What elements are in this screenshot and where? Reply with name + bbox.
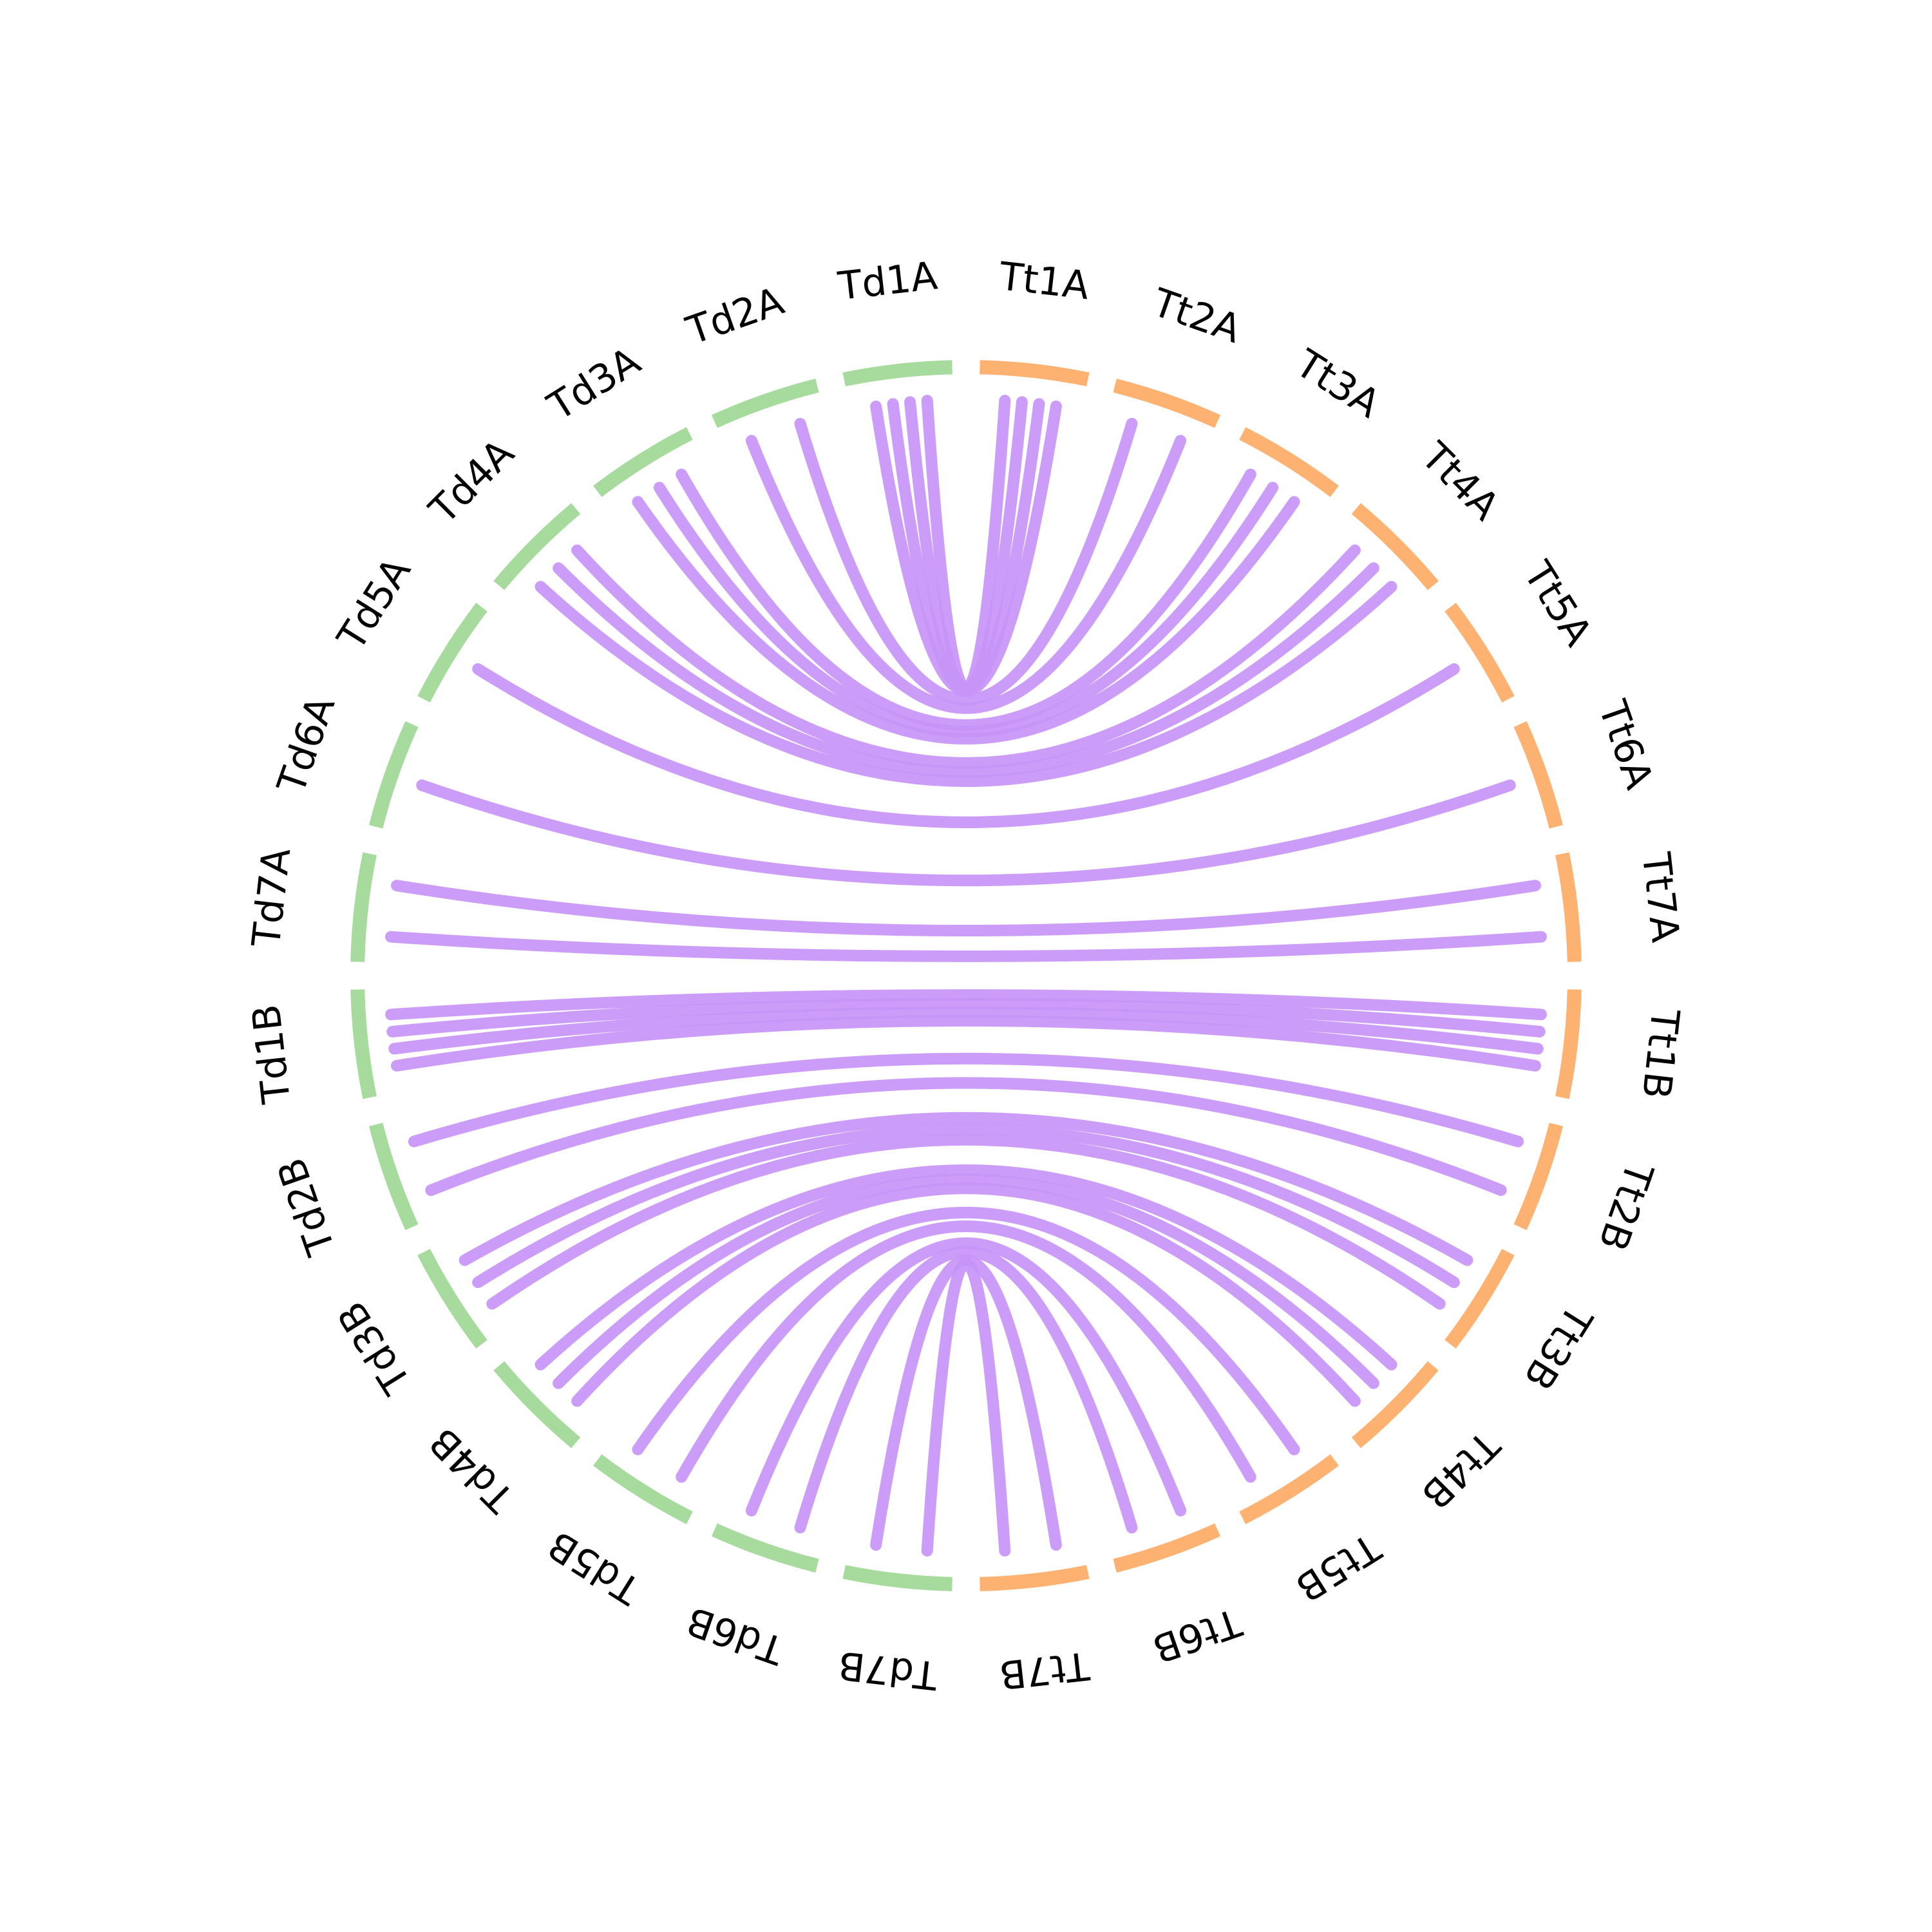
segment-label-tt6b: Tt6B	[1147, 1599, 1247, 1671]
segment-label-tt4b: Tt4B	[1412, 1421, 1508, 1517]
segment-tt3a	[1239, 427, 1339, 497]
segment-td1a	[842, 360, 952, 386]
segment-label-tt4a: Tt4A	[1412, 433, 1508, 529]
link-td6b-tt6b	[794, 1245, 1138, 1534]
link-td4a-tt4a	[535, 581, 1397, 787]
link-td3a-tt3a	[653, 482, 1279, 737]
link-td5a-tt5a	[472, 663, 1460, 828]
segment-label-td3b: Td3B	[329, 1293, 421, 1402]
segment-label-td2b: Td2B	[269, 1152, 344, 1261]
segment-label-tt5b: Tt5B	[1288, 1524, 1388, 1610]
segment-tt1a	[980, 360, 1090, 386]
segment-tt1b	[1555, 989, 1582, 1099]
segment-label-td2a: Td2A	[680, 278, 789, 354]
segment-tt7a	[1555, 852, 1582, 962]
segment-td2a	[711, 379, 819, 428]
link-td3b-tt3b	[459, 1112, 1473, 1266]
link-td5b-tt5b	[632, 1206, 1300, 1455]
link-td1a-tt1a	[870, 401, 1062, 697]
link-td4a-tt4a	[571, 544, 1361, 769]
segment-label-td1a: Td1A	[835, 253, 940, 309]
segment-td5a	[417, 603, 488, 703]
link-td3b-tt3b	[472, 1123, 1460, 1289]
segment-label-td6b: Td6B	[681, 1598, 790, 1673]
segment-label-tt3b: Tt3B	[1515, 1297, 1601, 1397]
segment-td6a	[369, 721, 419, 829]
link-td1b-tt1b	[386, 998, 1546, 1037]
segments-layer	[350, 360, 1582, 1591]
link-td4b-tt4b	[553, 1173, 1379, 1389]
link-td4b-tt4b	[571, 1182, 1361, 1407]
link-td3b-tt3b	[486, 1133, 1446, 1310]
link-td4b-tt4b	[535, 1164, 1397, 1370]
segment-td7a	[350, 852, 377, 962]
segment-label-tt5a: Tt5A	[1514, 553, 1600, 654]
segment-td3a	[593, 427, 693, 497]
segment-label-td3a: Td3A	[540, 339, 648, 430]
link-td4a-tt4a	[553, 562, 1379, 778]
link-td5b-tt5b	[676, 1220, 1256, 1483]
segment-td5b	[593, 1454, 693, 1524]
segment-tt5a	[1444, 603, 1515, 703]
segment-label-tt3a: Tt3A	[1287, 341, 1388, 427]
link-td2a-tt2a	[745, 435, 1187, 714]
segment-label-tt7a: Tt7A	[1633, 849, 1687, 944]
segment-td2b	[369, 1122, 419, 1231]
segment-tt5b	[1239, 1454, 1339, 1524]
segment-label-tt6a: Tt6A	[1589, 694, 1662, 795]
segment-tt2b	[1513, 1122, 1563, 1231]
links-layer	[385, 395, 1547, 1557]
segment-td6b	[711, 1523, 819, 1573]
segment-tt4b	[1351, 1361, 1439, 1448]
segment-td7b	[842, 1565, 952, 1591]
segment-label-td5a: Td5A	[328, 550, 420, 658]
link-td7b-tt7b	[921, 1257, 1011, 1557]
segment-td3b	[417, 1249, 488, 1349]
link-td6a-tt6a	[416, 779, 1516, 887]
segment-label-tt2b: Tt2B	[1589, 1156, 1662, 1256]
link-td3a-tt3a	[632, 496, 1300, 745]
segment-label-td1b: Td1B	[243, 1002, 299, 1106]
link-td2b-tt2b	[425, 1077, 1507, 1197]
segment-td4b	[493, 1361, 581, 1448]
segment-label-td7a: Td7A	[243, 846, 299, 950]
link-td7a-tt7a	[385, 931, 1547, 962]
link-td2b-tt2b	[408, 1052, 1524, 1148]
segment-td1b	[350, 989, 377, 1099]
segment-label-tt1a: Tt1A	[996, 254, 1091, 308]
segment-tt3b	[1444, 1249, 1515, 1349]
link-td3a-tt3a	[676, 468, 1256, 731]
segment-label-td5b: Td5B	[540, 1522, 649, 1613]
link-td1b-tt1b	[388, 1006, 1544, 1055]
segment-label-td6a: Td6A	[269, 690, 344, 799]
segment-tt6a	[1513, 721, 1563, 829]
segment-tt2a	[1113, 379, 1221, 428]
segment-label-tt1b: Tt1B	[1633, 1006, 1688, 1101]
link-td7a-tt7a	[391, 880, 1541, 937]
segment-tt7b	[980, 1565, 1090, 1591]
segment-label-tt2a: Tt2A	[1146, 279, 1247, 352]
link-td6b-tt6b	[745, 1237, 1187, 1517]
segment-label-tt7b: Tt7B	[997, 1642, 1092, 1697]
segment-label-td4a: Td4A	[421, 431, 523, 533]
segment-label-td7b: Td7B	[836, 1642, 940, 1698]
segment-tt4a	[1351, 503, 1439, 591]
link-td1b-tt1b	[385, 989, 1547, 1021]
link-td7b-tt7b	[870, 1255, 1062, 1551]
link-td2a-tt2a	[794, 417, 1138, 706]
segment-label-td4b: Td4B	[421, 1419, 524, 1521]
segment-td4a	[493, 503, 581, 591]
segment-tt6b	[1113, 1523, 1221, 1573]
link-td1b-tt1b	[391, 1014, 1541, 1072]
